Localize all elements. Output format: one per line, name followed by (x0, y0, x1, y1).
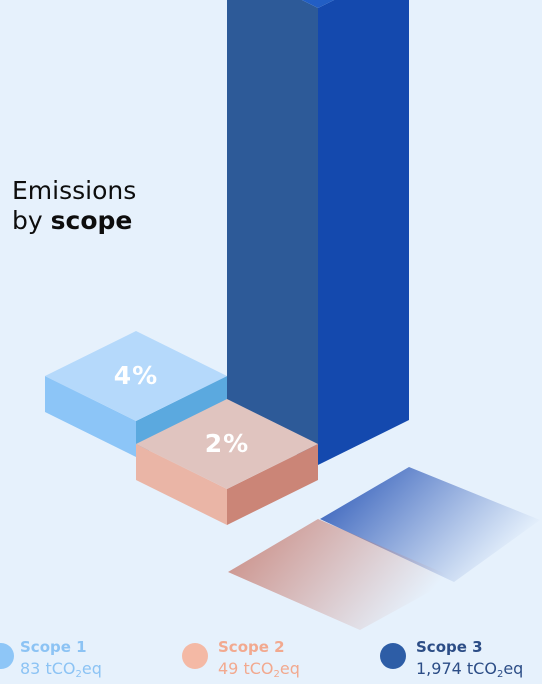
title-prefix: by (12, 206, 43, 235)
bar-2-percent-label: 2% (205, 429, 249, 458)
bar-3-left-face (227, 0, 318, 465)
bar-3-right-face (318, 0, 409, 465)
chart-title: Emissions by scope (12, 176, 136, 236)
legend-value-scope-3: 1,974 tCO2eq (416, 659, 523, 680)
legend-value-scope-1: 83 tCO2eq (20, 659, 102, 680)
legend-value-scope-2: 49 tCO2eq (218, 659, 300, 680)
legend-dot-scope-3 (380, 643, 406, 669)
legend-name-scope-3: Scope 3 (416, 638, 483, 656)
legend-name-scope-1: Scope 1 (20, 638, 87, 656)
legend-name-scope-2: Scope 2 (218, 638, 285, 656)
title-line-1: Emissions (12, 176, 136, 206)
bar-3 (227, 0, 409, 465)
title-bold: scope (51, 206, 133, 235)
legend-dot-scope-2 (182, 643, 208, 669)
title-line-2: by scope (12, 206, 136, 236)
bar-1-percent-label: 4% (114, 361, 158, 390)
